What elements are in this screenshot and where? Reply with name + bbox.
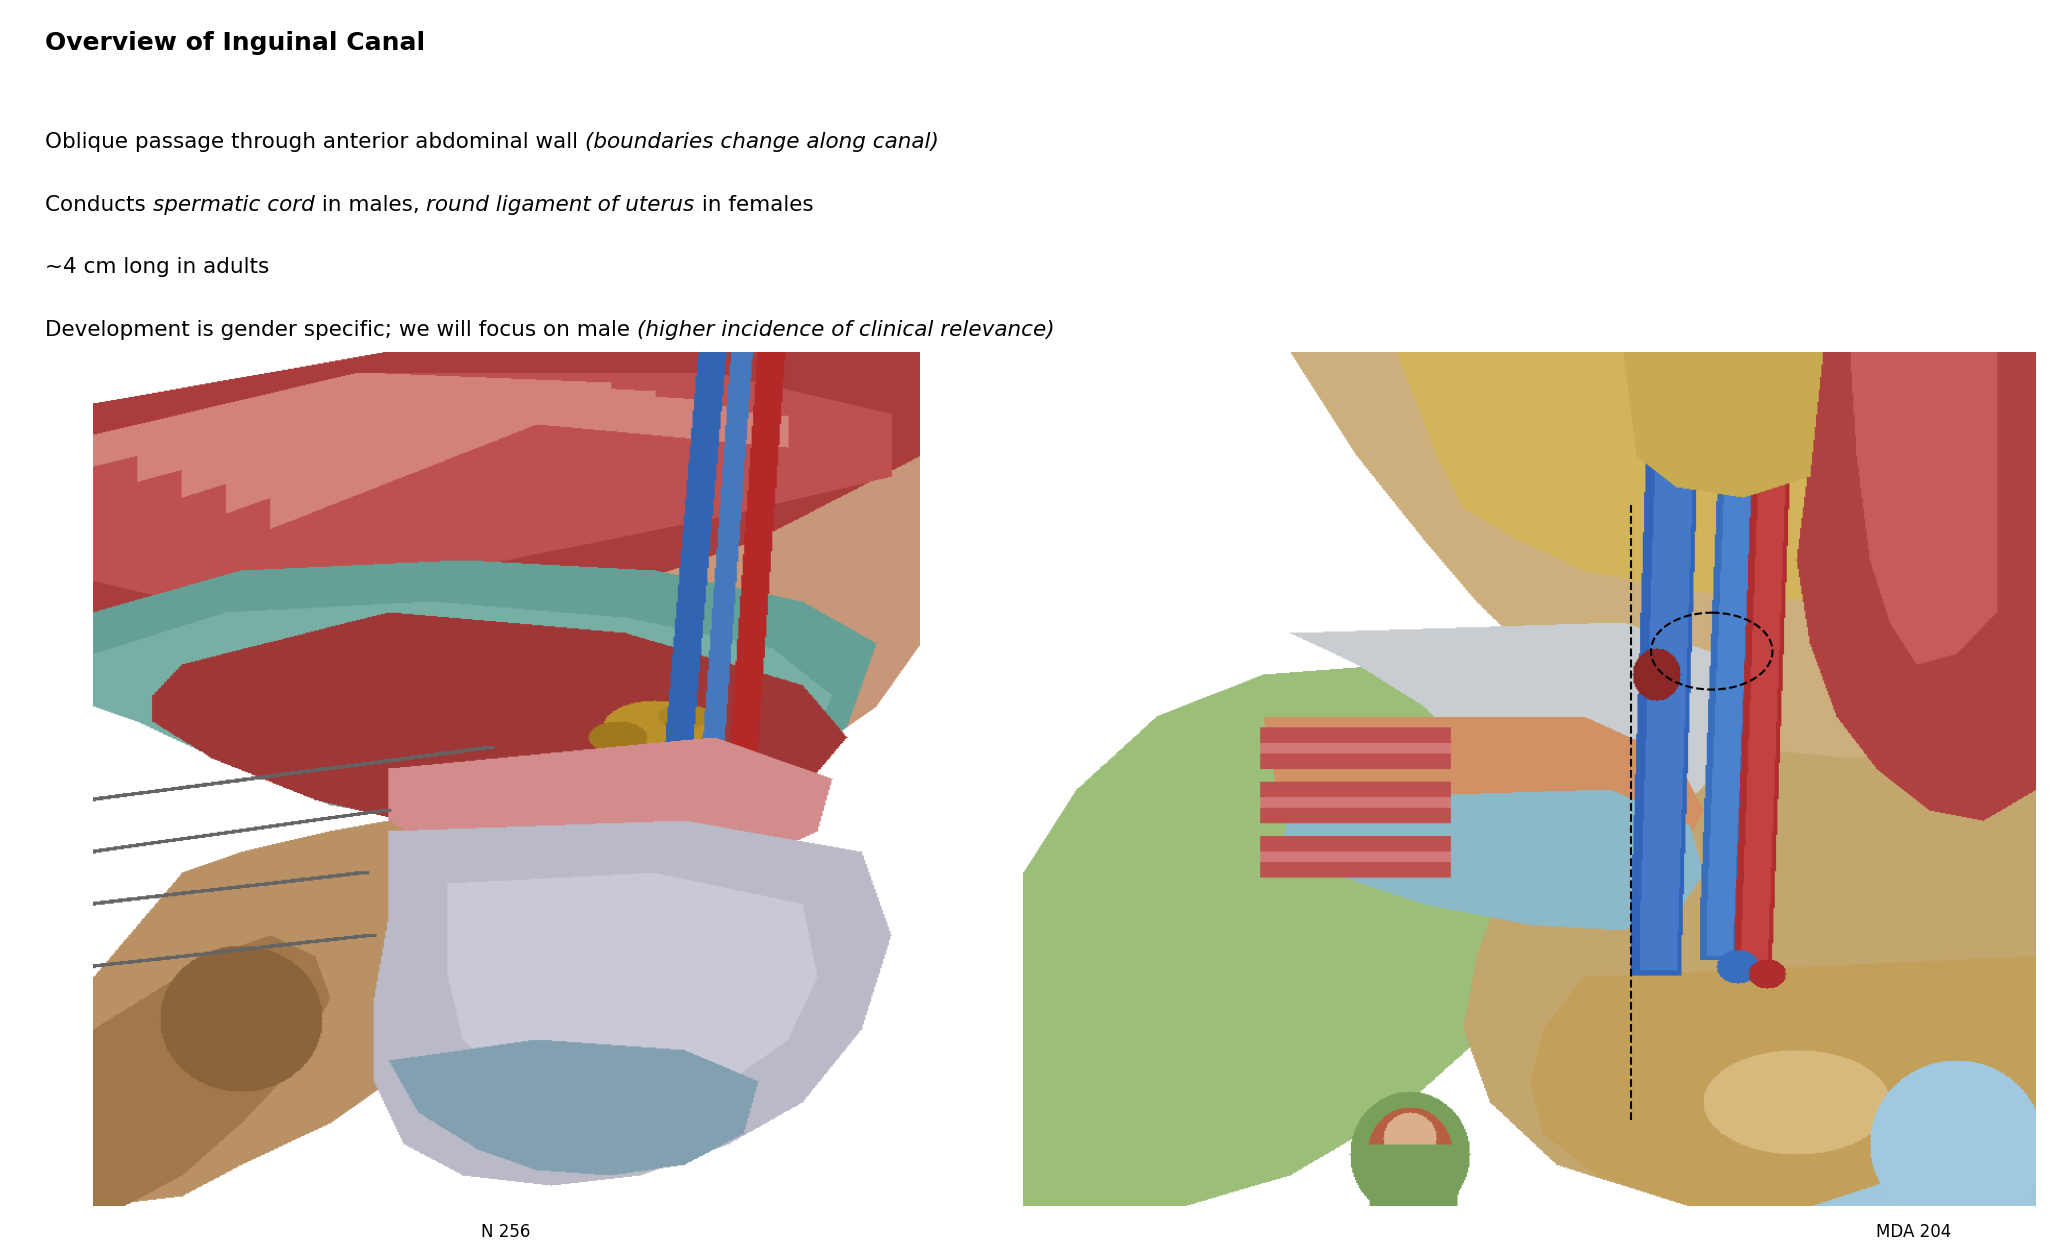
Text: ~4 cm long in adults: ~4 cm long in adults	[45, 257, 271, 278]
Text: MDA 204: MDA 204	[1876, 1223, 1950, 1241]
Text: round ligament of uterus: round ligament of uterus	[426, 195, 694, 215]
Text: Conducts: Conducts	[45, 195, 153, 215]
Text: spermatic cord: spermatic cord	[153, 195, 314, 215]
Text: Oblique passage through anterior abdominal wall: Oblique passage through anterior abdomin…	[45, 132, 585, 152]
Text: in males,: in males,	[314, 195, 426, 215]
Text: in females: in females	[694, 195, 814, 215]
Text: N 256: N 256	[481, 1223, 531, 1241]
Text: Development is gender specific; we will focus on male: Development is gender specific; we will …	[45, 320, 636, 340]
Text: Overview of Inguinal Canal: Overview of Inguinal Canal	[45, 31, 426, 55]
Text: (boundaries change along canal): (boundaries change along canal)	[585, 132, 940, 152]
Text: (higher incidence of clinical relevance): (higher incidence of clinical relevance)	[636, 320, 1056, 340]
